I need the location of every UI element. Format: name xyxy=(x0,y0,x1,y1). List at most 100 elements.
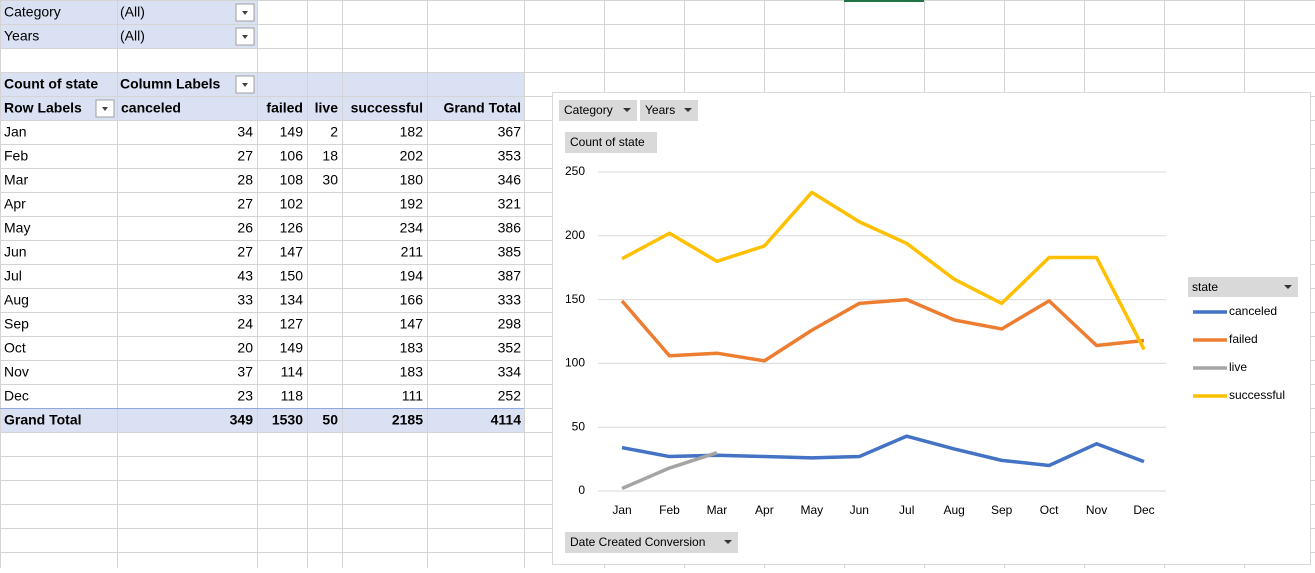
x-tick-label: Aug xyxy=(944,503,965,517)
dropdown-arrow xyxy=(242,35,248,39)
dropdown-arrow xyxy=(623,108,631,112)
dropdown-arrow xyxy=(242,11,248,15)
row-label: Dec xyxy=(4,388,29,404)
row-label: Nov xyxy=(4,364,29,380)
cell-value: 298 xyxy=(498,316,522,332)
pivot-total-bg xyxy=(0,408,524,432)
dropdown-arrow xyxy=(724,540,732,544)
column-labels: Column Labels xyxy=(120,76,221,92)
dropdown-arrow xyxy=(102,107,108,111)
x-tick-label: Mar xyxy=(707,503,728,517)
cell-value: 333 xyxy=(498,292,522,308)
cell-value: 166 xyxy=(400,292,424,308)
grand-total-value: 349 xyxy=(230,412,254,428)
x-tick-label: Sep xyxy=(991,503,1013,517)
chart-area xyxy=(552,92,1311,565)
cell-value: 385 xyxy=(498,244,522,260)
row-label: Sep xyxy=(4,316,29,332)
cell-value: 27 xyxy=(237,196,253,212)
legend-label: successful xyxy=(1229,388,1285,402)
cell-value: 33 xyxy=(237,292,253,308)
legend-filter[interactable] xyxy=(1188,277,1298,297)
y-tick-label: 250 xyxy=(565,164,585,178)
grand-total-value: 1530 xyxy=(272,412,303,428)
cell-value: 387 xyxy=(498,268,522,284)
chart-filter-button[interactable] xyxy=(640,100,698,121)
cell-value: 114 xyxy=(281,364,304,380)
cell-value: 24 xyxy=(237,316,253,332)
x-tick-label: Dec xyxy=(1133,503,1154,517)
button-label: Count of state xyxy=(570,135,645,149)
cell-value: 106 xyxy=(280,148,304,164)
grand-total-value: 2185 xyxy=(392,412,423,428)
legend-label: canceled xyxy=(1229,304,1277,318)
x-tick-label: Jul xyxy=(899,503,914,517)
row-label: Jul xyxy=(4,268,22,284)
cell-value: 386 xyxy=(498,220,522,236)
cell-value: 180 xyxy=(400,172,424,188)
value-field-button[interactable] xyxy=(565,132,657,153)
cell-value: 20 xyxy=(237,340,253,356)
cell-value: 26 xyxy=(237,220,253,236)
row-label: Oct xyxy=(4,340,26,356)
y-tick-label: 50 xyxy=(572,419,586,433)
y-tick-label: 200 xyxy=(565,228,585,242)
cell-value: 108 xyxy=(280,172,304,188)
row-label: Jan xyxy=(4,124,27,140)
cell-value: 353 xyxy=(498,148,522,164)
grand-total-label: Grand Total xyxy=(4,412,82,428)
cell-value: 37 xyxy=(237,364,253,380)
cell-value: 149 xyxy=(280,124,304,140)
filter-field: Years xyxy=(4,28,39,44)
cell-value: 192 xyxy=(400,196,424,212)
y-tick-label: 150 xyxy=(565,292,585,306)
legend-label: live xyxy=(1229,360,1247,374)
cell-value: 147 xyxy=(280,244,304,260)
cell-value: 27 xyxy=(237,148,253,164)
grand-total-value: 4114 xyxy=(491,412,522,428)
x-tick-label: Oct xyxy=(1040,503,1059,517)
cell-value: 150 xyxy=(280,268,304,284)
cell-value: 182 xyxy=(400,124,424,140)
axis-field-button[interactable] xyxy=(565,532,738,553)
cell-value: 118 xyxy=(281,388,304,404)
cell-value: 30 xyxy=(322,172,338,188)
x-tick-label: Jun xyxy=(850,503,869,517)
column-header: canceled xyxy=(121,100,181,116)
button-label: Category xyxy=(564,103,613,117)
cell-value: 127 xyxy=(280,316,304,332)
button-label: Years xyxy=(645,103,675,117)
dropdown-arrow xyxy=(1284,285,1292,289)
legend-title: state xyxy=(1192,280,1218,294)
row-label: Feb xyxy=(4,148,28,164)
cell-value: 234 xyxy=(400,220,424,236)
row-label: Jun xyxy=(4,244,27,260)
cell-value: 346 xyxy=(498,172,522,188)
filter-value: (All) xyxy=(120,4,145,20)
chart-filter-button[interactable] xyxy=(559,100,637,121)
x-tick-label: May xyxy=(800,503,823,517)
y-tick-label: 0 xyxy=(578,483,585,497)
row-label: Mar xyxy=(4,172,28,188)
cell-value: 194 xyxy=(400,268,424,284)
column-header: successful xyxy=(351,100,423,116)
cell-value: 102 xyxy=(280,196,304,212)
row-label: Aug xyxy=(4,292,29,308)
cell-value: 183 xyxy=(400,340,424,356)
x-tick-label: Jan xyxy=(612,503,631,517)
filter-value: (All) xyxy=(120,28,145,44)
cell-value: 126 xyxy=(280,220,304,236)
button-label: Date Created Conversion xyxy=(570,535,705,549)
pivot-corner: Count of state xyxy=(4,76,98,92)
filter-field: Category xyxy=(4,4,61,20)
row-label: Apr xyxy=(4,196,26,212)
x-tick-label: Apr xyxy=(755,503,774,517)
dropdown-arrow xyxy=(684,108,692,112)
cell-value: 111 xyxy=(402,388,423,404)
cell-value: 334 xyxy=(498,364,522,380)
series-line xyxy=(621,190,1146,351)
cell-value: 183 xyxy=(400,364,424,380)
cell-value: 252 xyxy=(498,388,522,404)
cell-value: 321 xyxy=(498,196,522,212)
